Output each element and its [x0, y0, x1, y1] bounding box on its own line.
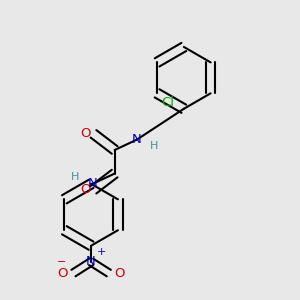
Text: O: O: [81, 183, 91, 196]
Text: O: O: [57, 267, 68, 280]
Text: +: +: [96, 248, 106, 257]
Text: N: N: [132, 133, 142, 146]
Text: O: O: [115, 267, 125, 280]
Text: H: H: [71, 172, 79, 182]
Text: Cl: Cl: [161, 96, 175, 109]
Text: −: −: [57, 257, 66, 267]
Text: H: H: [150, 141, 158, 151]
Text: O: O: [81, 127, 91, 140]
Text: N: N: [88, 177, 98, 190]
Text: N: N: [86, 255, 96, 268]
